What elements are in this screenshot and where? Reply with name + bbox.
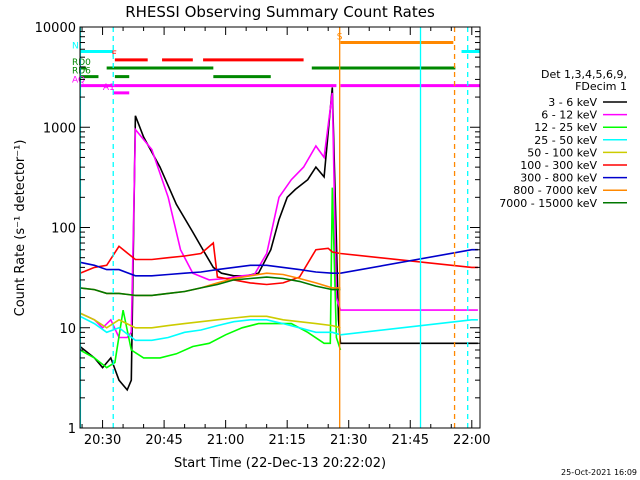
series-line-12-25-kev bbox=[79, 187, 342, 369]
flag-label-n: N bbox=[72, 41, 79, 51]
series-line-100-300-kev bbox=[79, 241, 478, 286]
x-tick-label: 20:30 bbox=[84, 433, 121, 448]
x-tick-label: 22:00 bbox=[453, 433, 490, 448]
series-line-800-7000-kev bbox=[79, 272, 341, 297]
x-tick-label: 21:15 bbox=[268, 433, 305, 448]
x-tick-label: 21:30 bbox=[330, 433, 367, 448]
legend-label-800-7000-kev: 800 - 7000 keV bbox=[513, 184, 597, 197]
legend-label-7000-15000-kev: 7000 - 15000 keV bbox=[499, 197, 597, 210]
flag-label-rd0: RD0 bbox=[72, 58, 91, 68]
legend-header-line: FDecim 1 bbox=[575, 80, 627, 93]
legend-label-6-12-kev: 6 - 12 keV bbox=[541, 109, 597, 122]
legend-header-line: Det 1,3,4,5,6,9, bbox=[541, 68, 627, 81]
y-tick-label: 100 bbox=[51, 222, 76, 237]
flag-label-a1: A1 bbox=[103, 83, 115, 93]
axes: 20:30 20:45 21:00 21:15 21:30 21:45 22:00 1 10 10… bbox=[35, 21, 491, 448]
y-tick-label: 1000 bbox=[43, 121, 76, 136]
footer-timestamp: 25-Oct-2021 16:09 bbox=[561, 468, 637, 477]
x-tick-label: 21:45 bbox=[392, 433, 429, 448]
flag-label-rd6: RD6 bbox=[72, 67, 91, 77]
series-line-7000-15000-kev bbox=[79, 276, 341, 297]
flag-label-f: F bbox=[112, 50, 117, 60]
flag-label-aq: AQ bbox=[72, 76, 85, 86]
series-line-25-50-kev bbox=[79, 315, 478, 342]
x-axis-label: Start Time (22-Dec-13 20:22:02) bbox=[174, 456, 386, 471]
vertical-markers bbox=[79, 27, 469, 428]
series-line-6-12-kev bbox=[79, 92, 478, 339]
legend-label-3-6-kev: 3 - 6 keV bbox=[548, 96, 597, 109]
series-line-3-6-kev bbox=[79, 87, 478, 392]
legend-label-25-50-kev: 25 - 50 keV bbox=[534, 134, 597, 147]
legend-label-12-25-kev: 12 - 25 keV bbox=[534, 121, 597, 134]
x-tick-label: 21:00 bbox=[207, 433, 244, 448]
y-axis-label: Count Rate (s⁻¹ detector⁻¹) bbox=[13, 140, 28, 317]
y-tick-label: 10 bbox=[59, 322, 76, 337]
series-line-50-100-kev bbox=[79, 312, 341, 329]
x-tick-label: 20:45 bbox=[145, 433, 182, 448]
legend-label-300-800-kev: 300 - 800 keV bbox=[520, 172, 597, 185]
series-layer bbox=[79, 87, 478, 392]
flag-bars: NSFRD0RD6AQA1 bbox=[72, 33, 480, 95]
legend-label-50-100-kev: 50 - 100 keV bbox=[527, 146, 597, 159]
chart-title: RHESSI Observing Summary Count Rates bbox=[125, 3, 435, 21]
y-tick-label: 10000 bbox=[35, 21, 76, 36]
y-tick-label: 1 bbox=[68, 422, 76, 437]
series-line-300-800-kev bbox=[79, 248, 478, 277]
legend-label-100-300-kev: 100 - 300 keV bbox=[520, 159, 597, 172]
